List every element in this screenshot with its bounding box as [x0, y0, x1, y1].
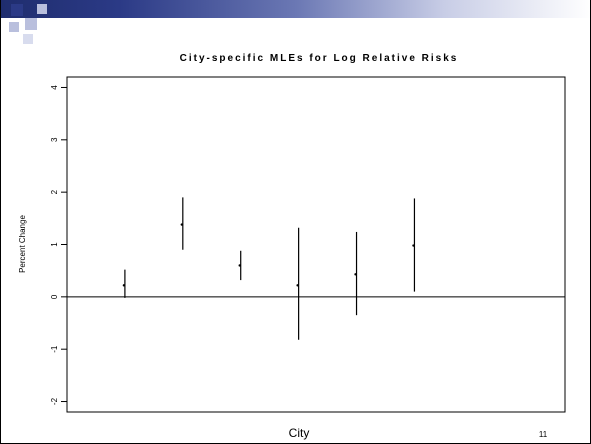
decorative-squares — [1, 0, 49, 46]
point-estimate — [354, 273, 357, 276]
point-estimate — [122, 284, 126, 287]
point-estimate — [296, 284, 299, 287]
square-light — [25, 18, 37, 30]
y-tick-label: 3 — [50, 137, 59, 142]
y-tick-label: 0 — [50, 294, 59, 299]
plot-frame — [66, 76, 566, 413]
square-dark — [11, 4, 23, 16]
x-axis-label: City — [289, 426, 310, 440]
page-number: 11 — [539, 430, 548, 439]
square-light — [37, 4, 47, 14]
y-axis-label: Percent Change — [18, 215, 27, 273]
data-points — [122, 197, 416, 340]
slide-header-bar — [1, 0, 590, 18]
point-estimate — [238, 264, 241, 267]
y-tick-label: 1 — [50, 242, 59, 247]
y-tick-label: 4 — [50, 85, 59, 90]
square-light — [23, 34, 33, 44]
y-tick-label: 2 — [50, 189, 59, 194]
chart-title: City-specific MLEs for Log Relative Risk… — [180, 53, 459, 64]
y-tick-label: -2 — [50, 397, 59, 405]
square-light — [9, 22, 19, 32]
y-tick-label: -1 — [50, 345, 59, 353]
point-estimate — [180, 223, 184, 226]
y-axis: -2 -1 0 1 2 3 4 — [50, 85, 68, 405]
point-estimate — [412, 244, 415, 247]
